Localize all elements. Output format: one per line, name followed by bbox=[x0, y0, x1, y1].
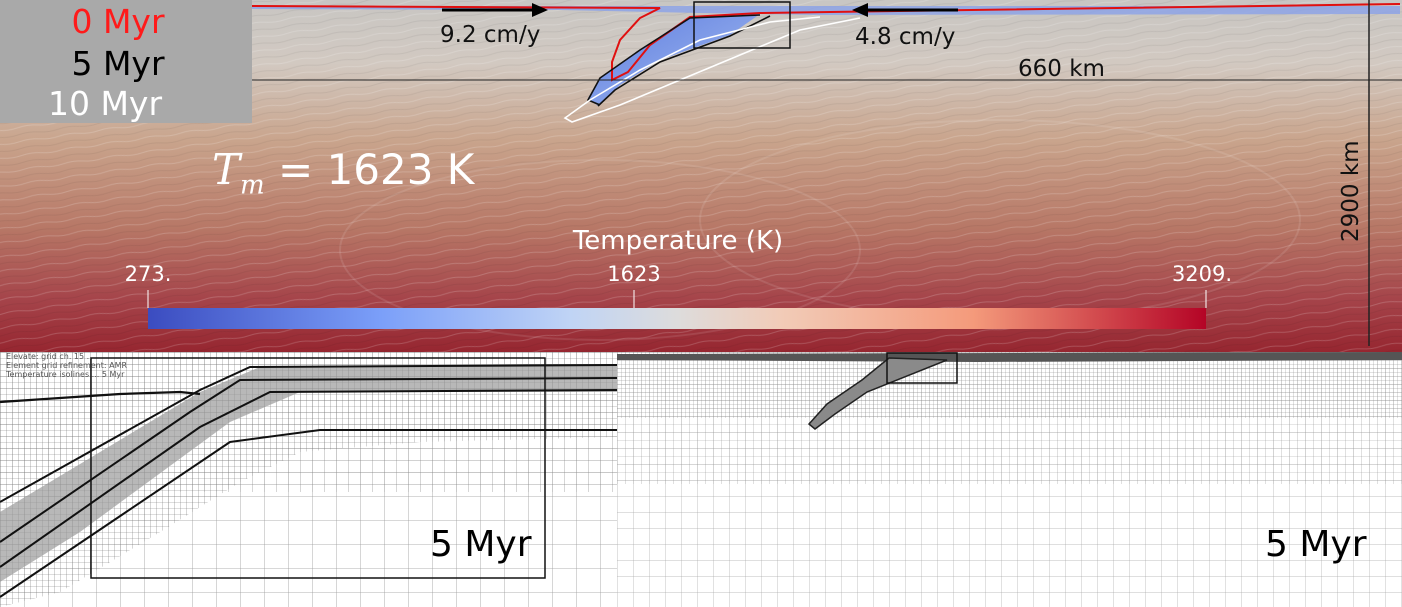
slab-region bbox=[0, 364, 617, 582]
zoomed-mesh-svg bbox=[0, 352, 617, 607]
overview-mesh-svg bbox=[617, 352, 1402, 607]
slab-mid-contour bbox=[0, 389, 617, 568]
colorbar-tick-max: 3209. bbox=[1171, 262, 1233, 286]
right-plate-velocity: 4.8 cm/y bbox=[855, 24, 956, 50]
transition-zone-depth: 660 km bbox=[1018, 56, 1105, 82]
zoom-snapshot-label: 5 Myr bbox=[430, 524, 532, 565]
temperature-symbol: T bbox=[212, 145, 241, 194]
colorbar-title: Temperature (K) bbox=[572, 226, 784, 256]
temperature-colorbar bbox=[148, 308, 1206, 329]
convection-cell-left bbox=[339, 159, 861, 341]
zoomed-mesh-panel: Elevate: grid ch. 15 ... Element grid re… bbox=[0, 352, 617, 607]
temperature-field-panel: 0 Myr 5 Myr 10 Myr 9.2 cm/y 4.8 cm/y 660… bbox=[0, 0, 1402, 352]
legend-item-5-myr: 5 Myr bbox=[71, 44, 165, 83]
left-plate-velocity: 9.2 cm/y bbox=[440, 22, 541, 48]
legend-item-0-myr: 0 Myr bbox=[71, 2, 165, 41]
arrow-right-icon bbox=[442, 3, 548, 17]
overview-mesh-fine bbox=[617, 352, 1402, 418]
slab-inner-contour bbox=[0, 377, 617, 543]
meta-line-2: Element grid refinement: AMR bbox=[6, 361, 128, 370]
colorbar-tick-mid: 1623 bbox=[607, 262, 661, 286]
arrow-left-icon bbox=[852, 3, 958, 17]
overview-lithosphere bbox=[617, 352, 1402, 362]
temperature-subscript: m bbox=[240, 170, 265, 201]
slab-bottom-contour bbox=[0, 429, 617, 598]
colorbar-tick-min: 273. bbox=[124, 262, 172, 286]
overview-snapshot-label: 5 Myr bbox=[1265, 524, 1367, 565]
overview-zoom-box bbox=[886, 352, 958, 384]
slab-top-contour bbox=[0, 364, 617, 503]
meta-line-1: Elevate: grid ch. 15 ... bbox=[6, 352, 95, 361]
subducting-slab bbox=[588, 14, 760, 106]
overview-slab bbox=[807, 357, 948, 430]
mantle-temperature-label: Tm = 1623 K bbox=[212, 145, 474, 200]
slab-outline-10-myr bbox=[563, 16, 861, 123]
time-legend: 0 Myr 5 Myr 10 Myr bbox=[0, 0, 252, 123]
meta-line-3: Temperature isolines ... 5 Myr bbox=[6, 370, 125, 379]
overview-mesh-panel: 5 Myr bbox=[617, 352, 1402, 607]
mantle-depth: 2900 km bbox=[1338, 140, 1364, 242]
zoom-detail-box bbox=[90, 357, 546, 579]
zoom-region-box bbox=[693, 1, 791, 49]
legend-item-10-myr: 10 Myr bbox=[47, 84, 163, 123]
overriding-plate-contour bbox=[0, 390, 201, 404]
temperature-value: = 1623 K bbox=[278, 145, 475, 194]
